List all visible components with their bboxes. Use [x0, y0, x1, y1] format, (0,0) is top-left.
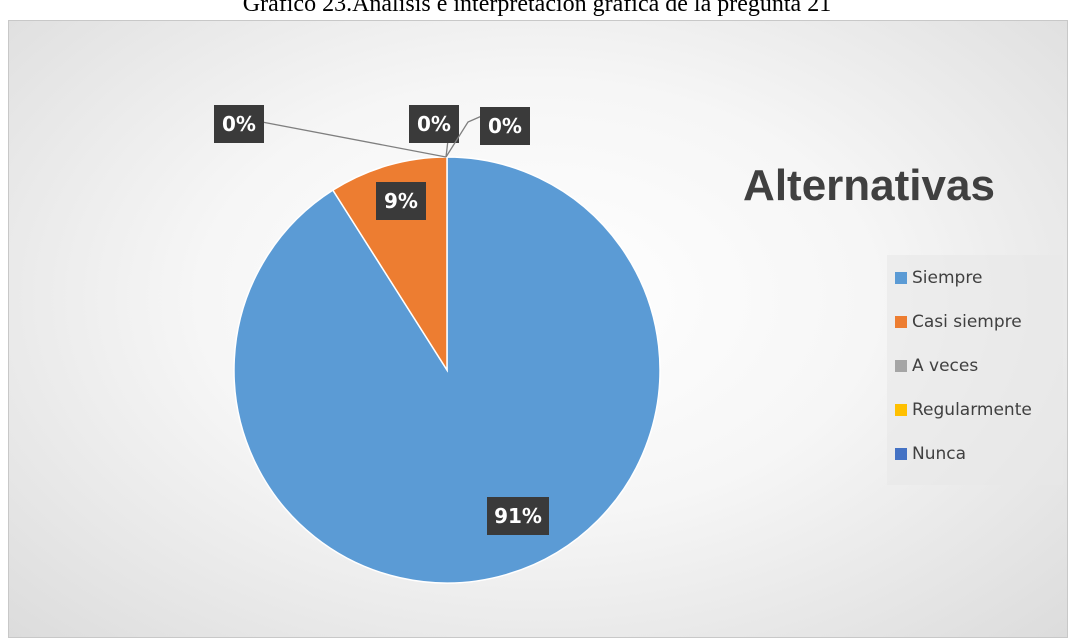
legend-swatch-casi-siempre: [895, 316, 907, 328]
data-label-regularmente: 0%: [417, 112, 451, 136]
legend-entry-casi-siempre: Casi siempre: [912, 312, 1022, 332]
legend-entry-siempre: Siempre: [912, 268, 982, 288]
legend-swatch-nunca: [895, 448, 907, 460]
data-label-a-veces: 0%: [222, 112, 256, 136]
data-label-box-siempre: [487, 497, 549, 535]
leader-line-nunca: [445, 114, 485, 158]
legend-swatch-a-veces: [895, 360, 907, 372]
legend-entry-a-veces: A veces: [912, 356, 978, 376]
data-label-nunca: 0%: [488, 114, 522, 138]
legend-swatch-siempre: [895, 272, 907, 284]
figure-caption: Gráfico 23.Análisis e interpretación grá…: [242, 0, 832, 17]
data-label-box-nunca: [480, 107, 530, 145]
leader-line-a-veces: [261, 121, 447, 158]
data-label-box-regularmente: [409, 105, 459, 143]
legend-swatch-regularmente: [895, 404, 907, 416]
data-label-box-a-veces: [214, 105, 264, 143]
data-label-box-casi-siempre: [376, 182, 426, 220]
legend-box: [887, 255, 1063, 485]
legend-entry-regularmente: Regularmente: [912, 400, 1032, 420]
data-label-casi-siempre: 9%: [384, 189, 418, 213]
legend-title: Alternativas: [743, 161, 995, 210]
legend-entry-nunca: Nunca: [912, 444, 966, 464]
data-label-siempre: 91%: [494, 504, 542, 528]
